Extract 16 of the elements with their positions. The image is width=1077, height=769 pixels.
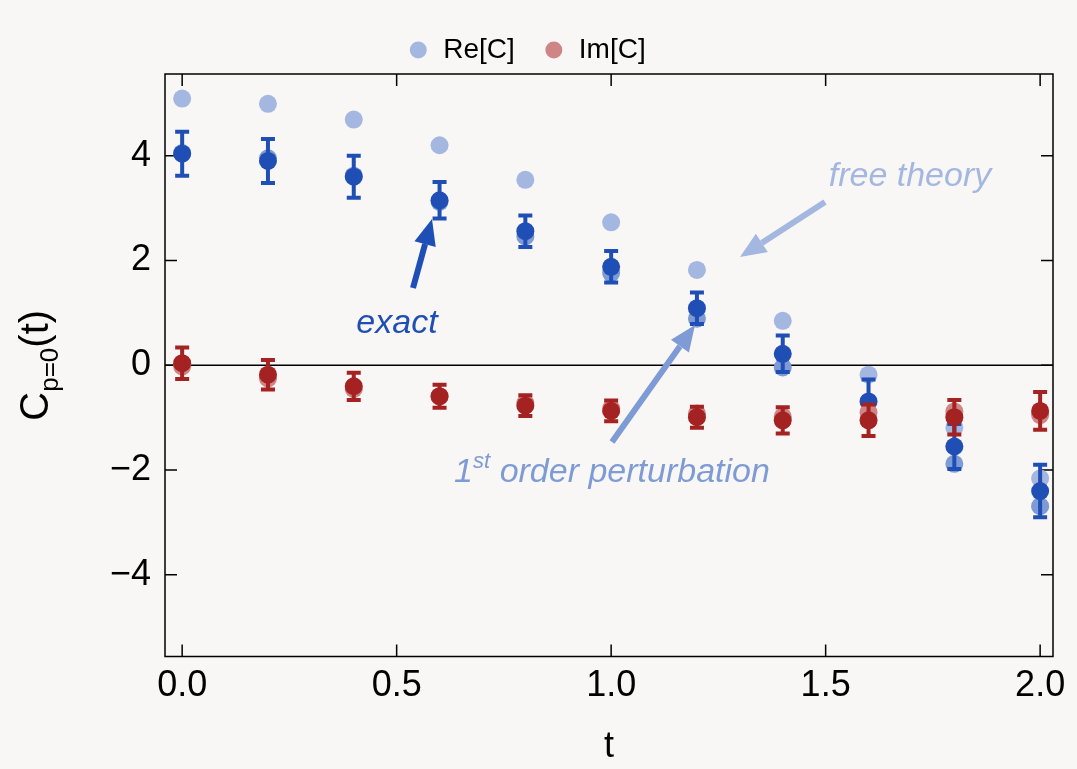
x-axis-title: t: [603, 724, 615, 766]
x-tick-label: 0.0: [157, 663, 208, 705]
x-tick-label: 0.5: [371, 663, 422, 705]
legend-label: Im[C]: [578, 32, 646, 64]
x-tick-label: 1.5: [800, 663, 851, 705]
y-tick-label: −2: [109, 447, 151, 489]
y-tick-label: −4: [109, 551, 151, 593]
annotation: exact: [356, 302, 440, 340]
legend-label: Re[C]: [443, 32, 515, 64]
x-tick-label: 1.0: [586, 663, 637, 705]
y-axis-title: Cp=0(t): [12, 309, 64, 421]
x-tick-label: 2.0: [1015, 663, 1066, 705]
y-tick-label: 4: [130, 132, 151, 174]
y-tick-label: 0: [130, 342, 151, 384]
annotation: free theory: [828, 155, 994, 193]
y-tick-label: 2: [130, 237, 151, 279]
